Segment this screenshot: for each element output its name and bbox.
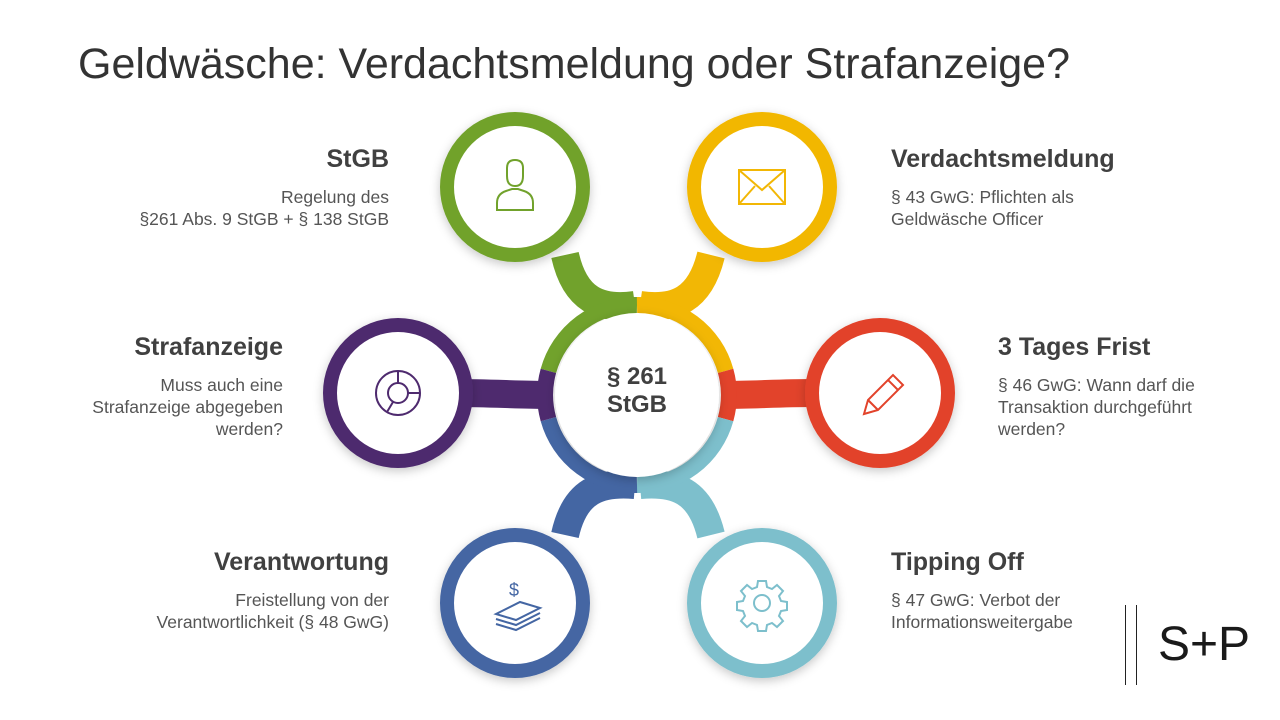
- center-ring-teal: [636, 416, 734, 494]
- user-icon: [496, 158, 534, 211]
- block-verdachtsmeldung: Verdachtsmeldung § 43 GwG: Pflichten als…: [891, 145, 1115, 230]
- center-node: [555, 313, 719, 477]
- center-ring: [537, 296, 737, 494]
- logo-divider-1: [1125, 605, 1126, 685]
- center-ring-purple: [537, 368, 557, 422]
- center-ring-yellow: [636, 296, 734, 374]
- logo: S+P: [1158, 618, 1251, 671]
- heading-frist: 3 Tages Frist: [998, 333, 1151, 361]
- center-ring-blue: [540, 416, 638, 494]
- envelope-icon: [738, 169, 786, 205]
- pencil-icon: [862, 373, 905, 416]
- block-frist: 3 Tages Frist § 46 GwG: Wann darf die Tr…: [998, 333, 1195, 440]
- block-stgb: StGB Regelung des §261 Abs. 9 StGB + § 1…: [139, 145, 389, 230]
- block-verantwortung: Verantwortung Freistellung von der Veran…: [157, 548, 389, 633]
- page-title: Geldwäsche: Verdachtsmeldung oder Strafa…: [78, 40, 1071, 88]
- desc-verantwortung: Freistellung von der Verantwortlichkeit …: [156, 590, 389, 632]
- center-ring-green: [540, 296, 638, 374]
- node-tipping: [687, 528, 837, 678]
- center-ring-red: [717, 368, 737, 422]
- node-verdachtsmeldung: [687, 112, 837, 262]
- gear-icon: [736, 580, 788, 632]
- block-strafanzeige: Strafanzeige Muss auch eine Strafanzeige…: [92, 333, 283, 440]
- heading-verantwortung: Verantwortung: [213, 548, 389, 576]
- heading-verdachtsmeldung: Verdachtsmeldung: [891, 145, 1115, 173]
- center-label-line2: StGB: [607, 391, 667, 418]
- heading-strafanzeige: Strafanzeige: [134, 333, 283, 361]
- node-frist: [805, 318, 955, 468]
- desc-verdachtsmeldung: § 43 GwG: Pflichten als Geldwäsche Offic…: [891, 187, 1074, 229]
- block-tipping: Tipping Off § 47 GwG: Verbot der Informa…: [891, 548, 1073, 633]
- svg-text:$: $: [509, 580, 519, 600]
- desc-stgb: Regelung des §261 Abs. 9 StGB + § 138 St…: [139, 187, 389, 229]
- desc-strafanzeige: Muss auch eine Strafanzeige abgegeben we…: [92, 375, 283, 439]
- heading-stgb: StGB: [326, 145, 390, 173]
- heading-tipping: Tipping Off: [891, 548, 1024, 576]
- logo-divider-2: [1136, 605, 1137, 685]
- pie-chart-icon: [375, 370, 421, 416]
- center-label: § 261 StGB: [557, 363, 717, 419]
- node-stgb: [440, 112, 590, 262]
- desc-tipping: § 47 GwG: Verbot der Informationsweiterg…: [891, 590, 1073, 632]
- node-strafanzeige: [323, 318, 473, 468]
- node-verantwortung: $: [440, 528, 590, 678]
- center-label-line1: § 261: [606, 363, 668, 390]
- money-stack-icon: $: [493, 580, 543, 632]
- desc-frist: § 46 GwG: Wann darf die Transaktion durc…: [998, 375, 1195, 439]
